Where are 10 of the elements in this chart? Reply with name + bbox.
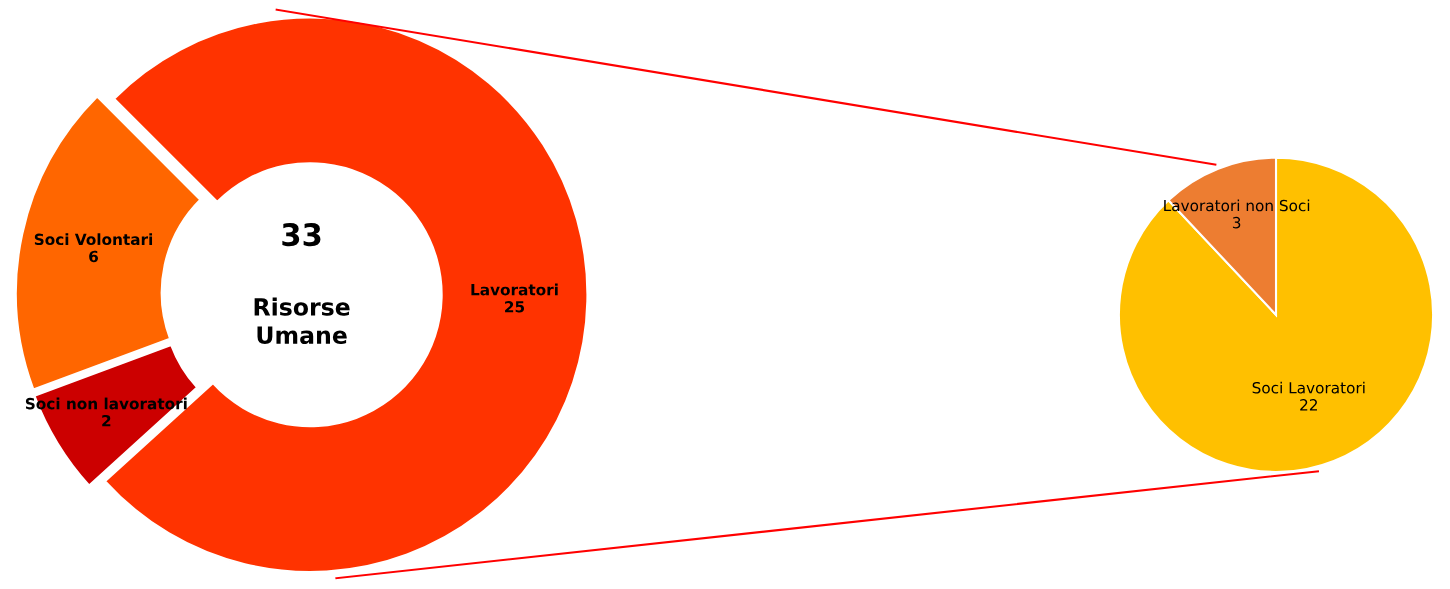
slice-label: Lavoratori [471, 283, 558, 296]
text: Risorse Umane [254, 297, 350, 345]
text: 33 [282, 223, 321, 247]
data-label: 22 [1300, 399, 1317, 411]
slice-label: Soci Volontari [34, 233, 153, 246]
data-label: 2 [102, 414, 111, 427]
data-label: 3 [1232, 216, 1241, 229]
slice-label: Soci Lavoratori [1252, 381, 1365, 394]
data-label: 6 [89, 250, 99, 263]
data-label: 25 [505, 301, 525, 313]
